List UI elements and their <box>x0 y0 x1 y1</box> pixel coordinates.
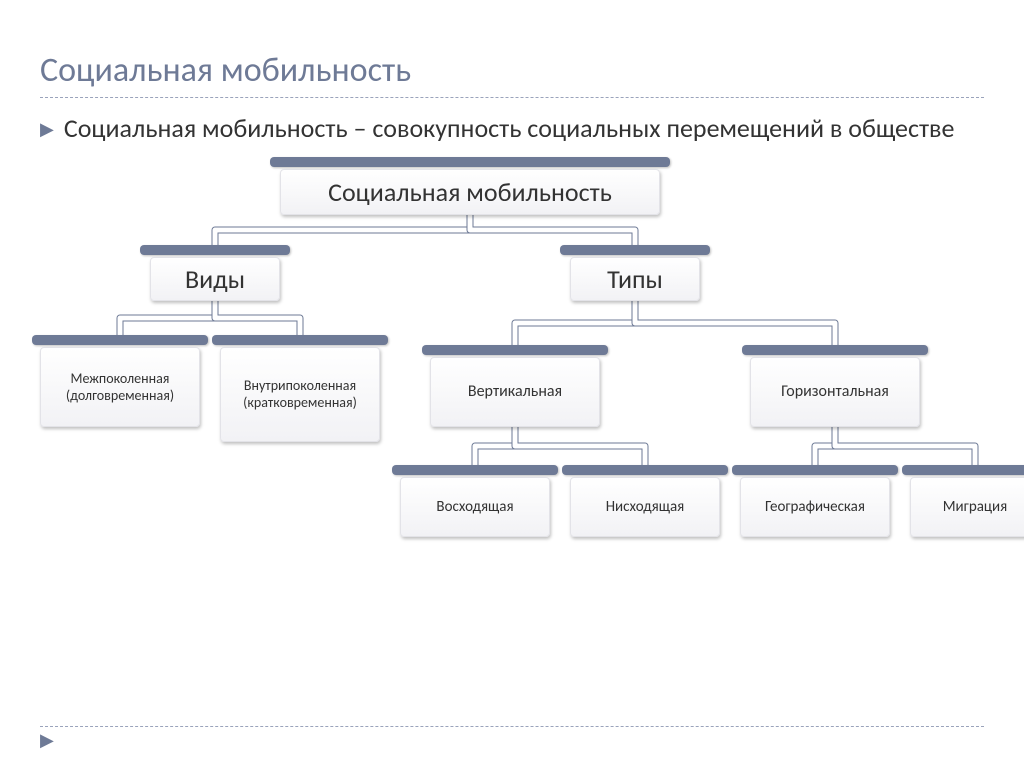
node-label: Восходящая <box>436 498 513 516</box>
node-cap-geo <box>732 465 898 475</box>
node-cap-migr <box>902 465 1024 475</box>
node-sublabel: (долговременная) <box>66 387 174 404</box>
node-cap-horiz <box>742 345 928 355</box>
tree-node-vert: Вертикальная <box>430 357 600 427</box>
tree-node-intergen: Межпоколенная(долговременная) <box>40 347 200 427</box>
tree-node-kinds: Виды <box>150 257 280 301</box>
node-cap-vert <box>422 345 608 355</box>
definition-text: Социальная мобильность – совокупность со… <box>64 112 955 145</box>
node-cap-types <box>560 245 710 255</box>
title-divider <box>40 97 984 98</box>
footer-bullet-icon: ▶ <box>40 729 54 751</box>
node-cap-kinds <box>140 245 290 255</box>
node-sublabel: (кратковременная) <box>243 394 357 411</box>
tree-node-down: Нисходящая <box>570 477 720 537</box>
node-label: Межпоколенная <box>71 370 170 387</box>
hierarchy-diagram: Социальная мобильность Виды Типы Межпоколен… <box>40 157 984 617</box>
tree-node-intragen: Внутрипоколенная(кратковременная) <box>220 347 380 442</box>
node-label: Вертикальная <box>468 382 562 401</box>
tree-node-geo: Географическая <box>740 477 890 537</box>
node-label: Миграция <box>943 498 1008 516</box>
node-label: Нисходящая <box>606 498 685 516</box>
page-title: Социальная мобильность <box>40 50 984 91</box>
node-cap-intragen <box>212 335 388 345</box>
node-label: Типы <box>607 263 663 295</box>
tree-node-up: Восходящая <box>400 477 550 537</box>
node-cap-up <box>392 465 558 475</box>
node-label: Социальная мобильность <box>328 176 612 208</box>
definition-row: ▶ Социальная мобильность – совокупность … <box>40 112 984 145</box>
tree-node-types: Типы <box>570 257 700 301</box>
tree-node-migr: Миграция <box>910 477 1024 537</box>
node-label: Горизонтальная <box>781 382 889 401</box>
tree-node-root: Социальная мобильность <box>280 169 660 215</box>
node-cap-intergen <box>32 335 208 345</box>
node-cap-root <box>270 157 670 167</box>
node-label: Географическая <box>765 498 865 516</box>
footer-divider <box>40 726 984 727</box>
node-label: Виды <box>185 263 245 295</box>
bullet-icon: ▶ <box>40 118 54 140</box>
node-cap-down <box>562 465 728 475</box>
tree-node-horiz: Горизонтальная <box>750 357 920 427</box>
node-label: Внутрипоколенная <box>244 377 356 394</box>
